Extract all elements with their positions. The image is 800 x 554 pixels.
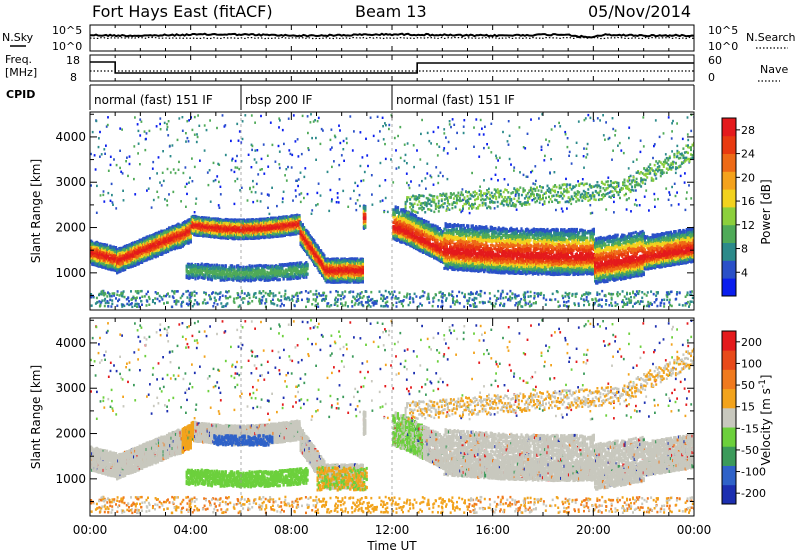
freq-tick-bot: 8 [70, 71, 77, 84]
cpid-label: CPID [6, 88, 35, 101]
nsky-exp-top: 10^5 [52, 24, 82, 37]
x-axis-label: Time UT [366, 539, 417, 553]
colorbar-cell [722, 350, 736, 370]
colorbar-cell [722, 242, 736, 261]
colorbar-tick-label: 28 [741, 124, 755, 137]
x-tick-label: 12:00 [375, 523, 410, 537]
nsearch-label: N.Search [746, 31, 796, 44]
x-tick-label: 04:00 [173, 523, 208, 537]
colorbar-tick-label: 15 [741, 401, 755, 414]
freq-label-1: Freq. [5, 53, 32, 66]
cpid-segment-label: rbsp 200 IF [245, 93, 312, 107]
date-title: 05/Nov/2014 [588, 2, 691, 21]
colorbar-tick-label: -50 [741, 444, 759, 457]
y-tick-label: 2000 [55, 427, 86, 441]
colorbar-tick-label: 200 [741, 336, 762, 349]
colorbar-tick-label: 100 [741, 357, 762, 370]
colorbar-cell [722, 427, 736, 447]
freq-tick-top: 18 [66, 54, 80, 67]
colorbar-cell [722, 260, 736, 279]
colorbar-tick-label: -200 [741, 487, 766, 500]
x-tick-label: 20:00 [576, 523, 611, 537]
colorbar-cell [722, 189, 736, 208]
colorbar-tick-label: 24 [741, 148, 755, 161]
freq-panel [89, 54, 695, 82]
velocity-label-end: ] [759, 375, 773, 380]
colorbar-tick-label: -15 [741, 422, 759, 435]
velocity-label-main: Velocity [m s [759, 388, 773, 465]
colorbar-cell [722, 446, 736, 466]
colorbar-cell [722, 465, 736, 486]
velocity-label-sup: -1 [758, 379, 768, 388]
nsky-exp-bot: 10^0 [52, 40, 82, 53]
nave-label: Nave [760, 63, 788, 76]
colorbar-cell [722, 331, 736, 351]
noise-panel [89, 24, 695, 52]
beam-title: Beam 13 [355, 2, 427, 21]
x-tick-label: 16:00 [475, 523, 510, 537]
nave-tick-top: 60 [708, 54, 722, 67]
x-tick-label: 08:00 [274, 523, 309, 537]
velocity-ylabel: Slant Range [km] [29, 365, 43, 469]
colorbar-cell [722, 135, 736, 154]
cpid-segment-label: normal (fast) 151 IF [94, 93, 213, 107]
x-tick-label: 00:00 [677, 523, 712, 537]
colorbar-tick-label: 4 [741, 266, 748, 279]
colorbar-cell [722, 153, 736, 172]
velocity-colorbar-label: Velocity [m s-1] [758, 375, 773, 466]
colorbar-cell [722, 118, 736, 137]
power-ylabel: Slant Range [km] [29, 159, 43, 263]
colorbar-cell [722, 224, 736, 243]
colorbar-tick-label: 12 [741, 219, 755, 232]
nsearch-exp-bot: 10^0 [708, 40, 738, 53]
colorbar-tick-label: 8 [741, 243, 748, 256]
y-tick-label: 4000 [55, 336, 86, 350]
power-colorbar: 4 8 12 16 20 24 28 [721, 117, 755, 297]
velocity-colorbar: 200 100 50 15 -15 -50 -100 -200 [721, 330, 766, 505]
colorbar-tick-label: 50 [741, 379, 755, 392]
nsearch-exp-top: 10^5 [708, 24, 738, 37]
station-title: Fort Hays East (fitACF) [92, 2, 273, 21]
y-tick-label: 4000 [55, 130, 86, 144]
colorbar-cell [722, 484, 736, 505]
colorbar-cell [722, 369, 736, 390]
x-tick-label: 00:00 [73, 523, 108, 537]
colorbar-tick-label: -100 [741, 466, 766, 479]
nsky-label: N.Sky [2, 31, 34, 44]
y-tick-label: 3000 [55, 175, 86, 189]
cpid-bar: normal (fast) 151 IF rbsp 200 IF normal (f… [89, 84, 695, 110]
power-panel: 1000 2000 3000 4000 [55, 111, 695, 311]
y-tick-label: 1000 [55, 472, 86, 486]
colorbar-cell [722, 388, 736, 409]
y-tick-label: 1000 [55, 266, 86, 280]
velocity-panel: 1000 2000 3000 4000 00:00 04:00 08:00 12:00 16:0… [55, 317, 712, 537]
colorbar-cell [722, 171, 736, 190]
cpid-segment-label: normal (fast) 151 IF [396, 93, 515, 107]
nave-tick-bot: 0 [708, 71, 715, 84]
colorbar-cell [722, 278, 736, 297]
colorbar-cell [722, 207, 736, 226]
colorbar-tick-label: 16 [741, 195, 755, 208]
power-colorbar-label: Power [dB] [759, 179, 773, 244]
freq-label-2: [MHz] [5, 66, 37, 79]
colorbar-tick-label: 20 [741, 171, 755, 184]
colorbar-cell [722, 407, 736, 428]
y-tick-label: 2000 [55, 221, 86, 235]
y-tick-label: 3000 [55, 381, 86, 395]
